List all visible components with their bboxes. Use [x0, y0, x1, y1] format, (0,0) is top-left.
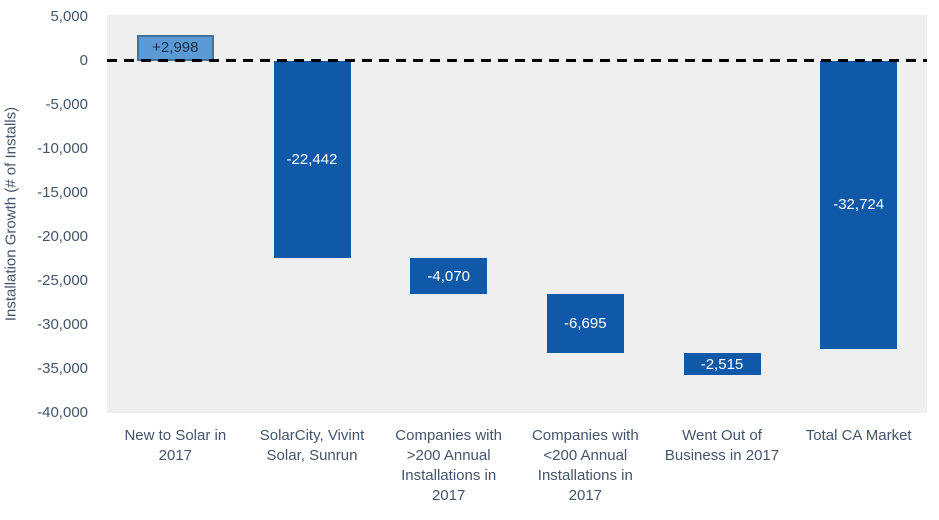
chart-bar-5: -2,515	[683, 353, 761, 376]
y-tick-label: -20,000	[37, 228, 88, 245]
bar-data-label: -4,070	[427, 267, 470, 285]
zero-dashed-line	[107, 59, 927, 62]
chart-bar-1: +2,998	[136, 34, 214, 61]
plot-area	[107, 15, 927, 413]
bar-data-label: +2,998	[152, 39, 199, 57]
x-category-label: SolarCity, Vivint Solar, Sunrun	[259, 427, 365, 464]
bar-data-label: -22,442	[286, 151, 338, 169]
x-category-label: Companies with <200 Annual Installations…	[531, 427, 639, 504]
x-category-label: Companies with >200 Annual Installations…	[395, 427, 503, 504]
y-tick-label: 5,000	[50, 8, 88, 25]
y-tick-label: 0	[79, 52, 88, 69]
x-category-label: New to Solar in 2017	[124, 427, 227, 464]
y-tick-label: -5,000	[45, 96, 88, 113]
y-tick-label: -10,000	[37, 140, 88, 157]
y-tick-label: -15,000	[37, 184, 88, 201]
y-tick-label: -40,000	[37, 404, 88, 421]
chart-bar-4: -6,695	[546, 294, 624, 354]
chart-bar-3: -4,070	[410, 258, 488, 295]
y-tick-label: -25,000	[37, 272, 88, 289]
chart-bar-2: -22,442	[273, 61, 351, 259]
bar-data-label: -32,724	[833, 196, 885, 214]
x-category-label: Went Out of Business in 2017	[664, 427, 780, 464]
y-tick-label: -30,000	[37, 316, 88, 333]
x-category-label: Total CA Market	[805, 427, 912, 444]
chart-bar-6: -32,724	[820, 61, 898, 349]
y-tick-label: -35,000	[37, 360, 88, 377]
bar-data-label: -2,515	[700, 355, 744, 373]
bar-data-label: -6,695	[564, 315, 607, 333]
